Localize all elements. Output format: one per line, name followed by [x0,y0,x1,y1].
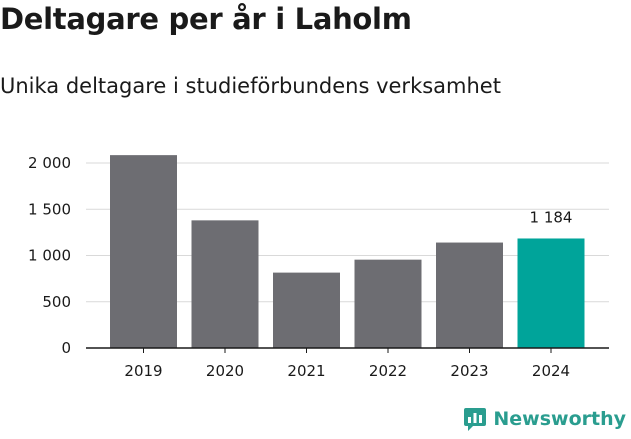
y-tick-label: 1 500 [28,200,71,218]
bar [191,220,259,348]
x-tick-label: 2022 [369,362,407,380]
y-tick-label: 1 000 [28,247,71,265]
data-label: 1 184 [530,208,573,226]
bar [354,259,422,348]
chart-subtitle: Unika deltagare i studieförbundens verks… [0,74,501,98]
bar [110,155,177,348]
chart-title: Deltagare per år i Laholm [0,2,412,36]
x-tick-label: 2023 [450,362,488,380]
bar [436,242,503,348]
y-tick-label: 500 [42,293,71,311]
x-tick-label: 2024 [532,362,570,380]
y-tick-label: 2 000 [28,154,71,172]
brand-name: Newsworthy [493,408,626,430]
newsworthy-chart-icon [464,408,487,431]
x-tick-label: 2019 [124,362,162,380]
x-tick-label: 2020 [206,362,244,380]
newsworthy-brand: Newsworthy [463,404,626,434]
y-tick-label: 0 [61,339,71,357]
bar [517,238,585,348]
bar [273,272,340,348]
x-tick-label: 2021 [287,362,325,380]
